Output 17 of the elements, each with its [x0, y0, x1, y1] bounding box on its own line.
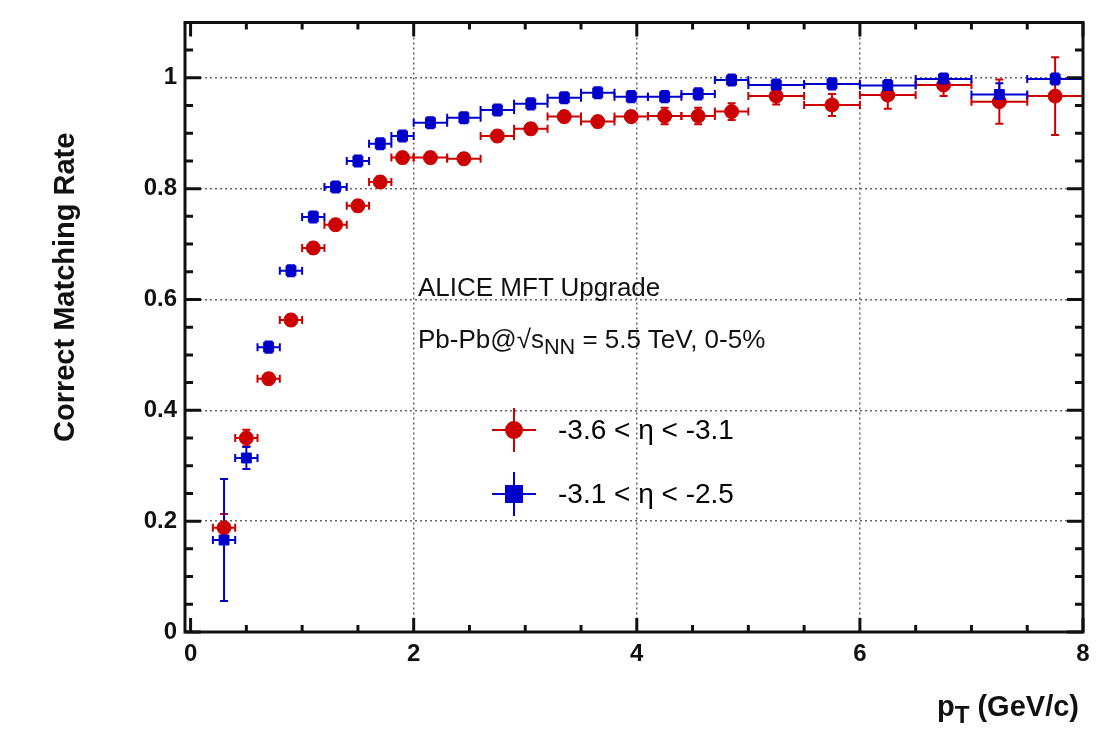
y-tick-label: 0.4	[143, 394, 178, 422]
x-axis-title: p$_{T}$ (GeV/c)	[936, 690, 1079, 729]
y-tick-label: 0.8	[143, 173, 177, 201]
x-tick-label: 4	[630, 639, 645, 667]
y-tick-label: 0.2	[143, 505, 177, 533]
x-tick-label: 2	[407, 639, 421, 667]
y-tick-label: 0.6	[143, 284, 177, 312]
y-axis-title: Correct Matching Rate	[48, 132, 81, 442]
legend-label: -3.1 < η < -2.5	[558, 478, 734, 510]
x-tick-label: 0	[183, 639, 198, 667]
x-tick-label: 8	[1076, 639, 1090, 667]
y-tick-label: 1	[163, 62, 177, 90]
y-tick-label: 0	[163, 616, 177, 644]
x-tick-label: 6	[853, 639, 867, 667]
legend-label: -3.6 < η < -3.1	[558, 414, 734, 446]
annotation: Pb-Pb@√s$_{NN}$ = 5.5 TeV, 0-5%	[418, 324, 766, 361]
annotation: ALICE MFT Upgrade	[418, 272, 661, 303]
